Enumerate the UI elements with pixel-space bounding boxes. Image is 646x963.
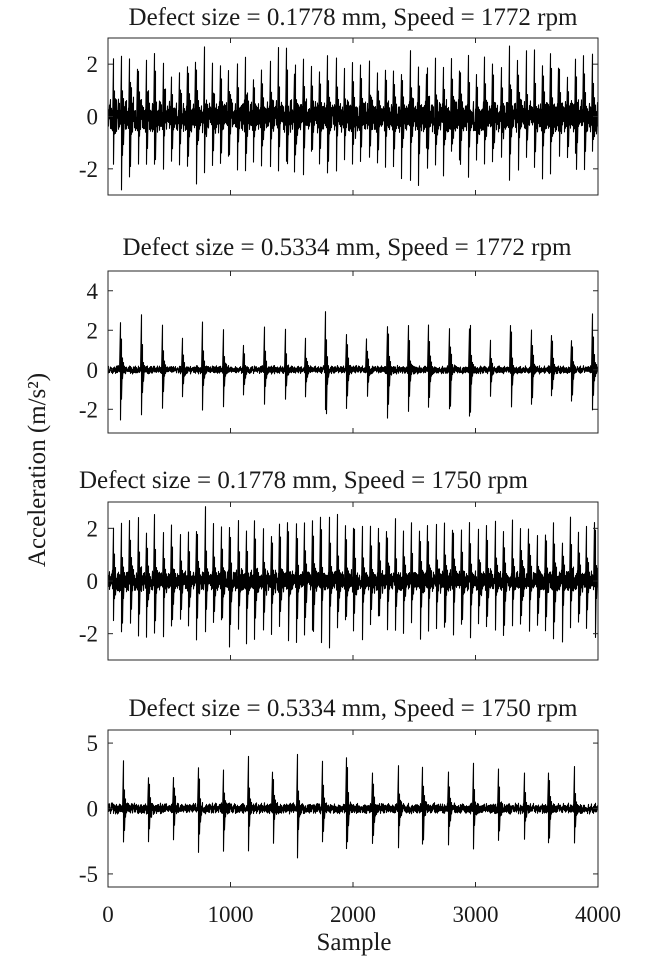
panel-2-title: Defect size = 0.5334 mm, Speed = 1772 rp…	[123, 234, 572, 261]
x-axis-label: Sample	[317, 929, 392, 956]
x-tick-label: 4000	[575, 902, 621, 927]
panel-3-signal-trace	[107, 506, 599, 649]
panel-3-ticks: -2 0 2	[79, 502, 598, 660]
y-tick-label: -5	[79, 862, 98, 887]
panel-3: Defect size = 0.1778 mm, Speed = 1750 rp…	[79, 467, 599, 661]
x-tick-label: 0	[102, 902, 114, 927]
y-tick-label: 0	[87, 569, 99, 594]
panel-4-title: Defect size = 0.5334 mm, Speed = 1750 rp…	[129, 695, 578, 722]
panel-2-signal-trace	[107, 311, 599, 421]
y-tick-label: -2	[79, 397, 98, 422]
panel-1: Defect size = 0.1778 mm, Speed = 1772 rp…	[79, 4, 599, 196]
panel-1-title: Defect size = 0.1778 mm, Speed = 1772 rp…	[129, 4, 578, 31]
panel-4-signal-trace	[107, 753, 599, 859]
panel-1-signal-trace	[107, 45, 599, 191]
panel-1-ticks: -2 0 2	[79, 38, 598, 195]
y-tick-label: -2	[79, 622, 98, 647]
panel-2: Defect size = 0.5334 mm, Speed = 1772 rp…	[79, 234, 599, 434]
y-tick-label: 2	[87, 52, 99, 77]
panel-2-axes-frame	[107, 270, 599, 434]
y-tick-label: 0	[87, 358, 99, 383]
y-tick-label: 5	[87, 731, 99, 756]
y-tick-label: 2	[87, 318, 99, 343]
x-tick-label: 3000	[453, 902, 499, 927]
panel-2-ticks: -2 0 2 4	[79, 271, 598, 433]
panel-4: Defect size = 0.5334 mm, Speed = 1750 rp…	[79, 695, 621, 927]
x-tick-label: 1000	[208, 902, 254, 927]
panel-3-title: Defect size = 0.1778 mm, Speed = 1750 rp…	[79, 467, 528, 494]
x-tick-label: 2000	[330, 902, 376, 927]
y-tick-label: -2	[79, 157, 98, 182]
y-tick-label: 0	[87, 105, 99, 130]
y-tick-label: 0	[87, 797, 99, 822]
y-tick-label: 4	[87, 279, 99, 304]
y-tick-label: 2	[87, 516, 99, 541]
y-axis-label: Acceleration (m/s²)	[24, 373, 51, 567]
